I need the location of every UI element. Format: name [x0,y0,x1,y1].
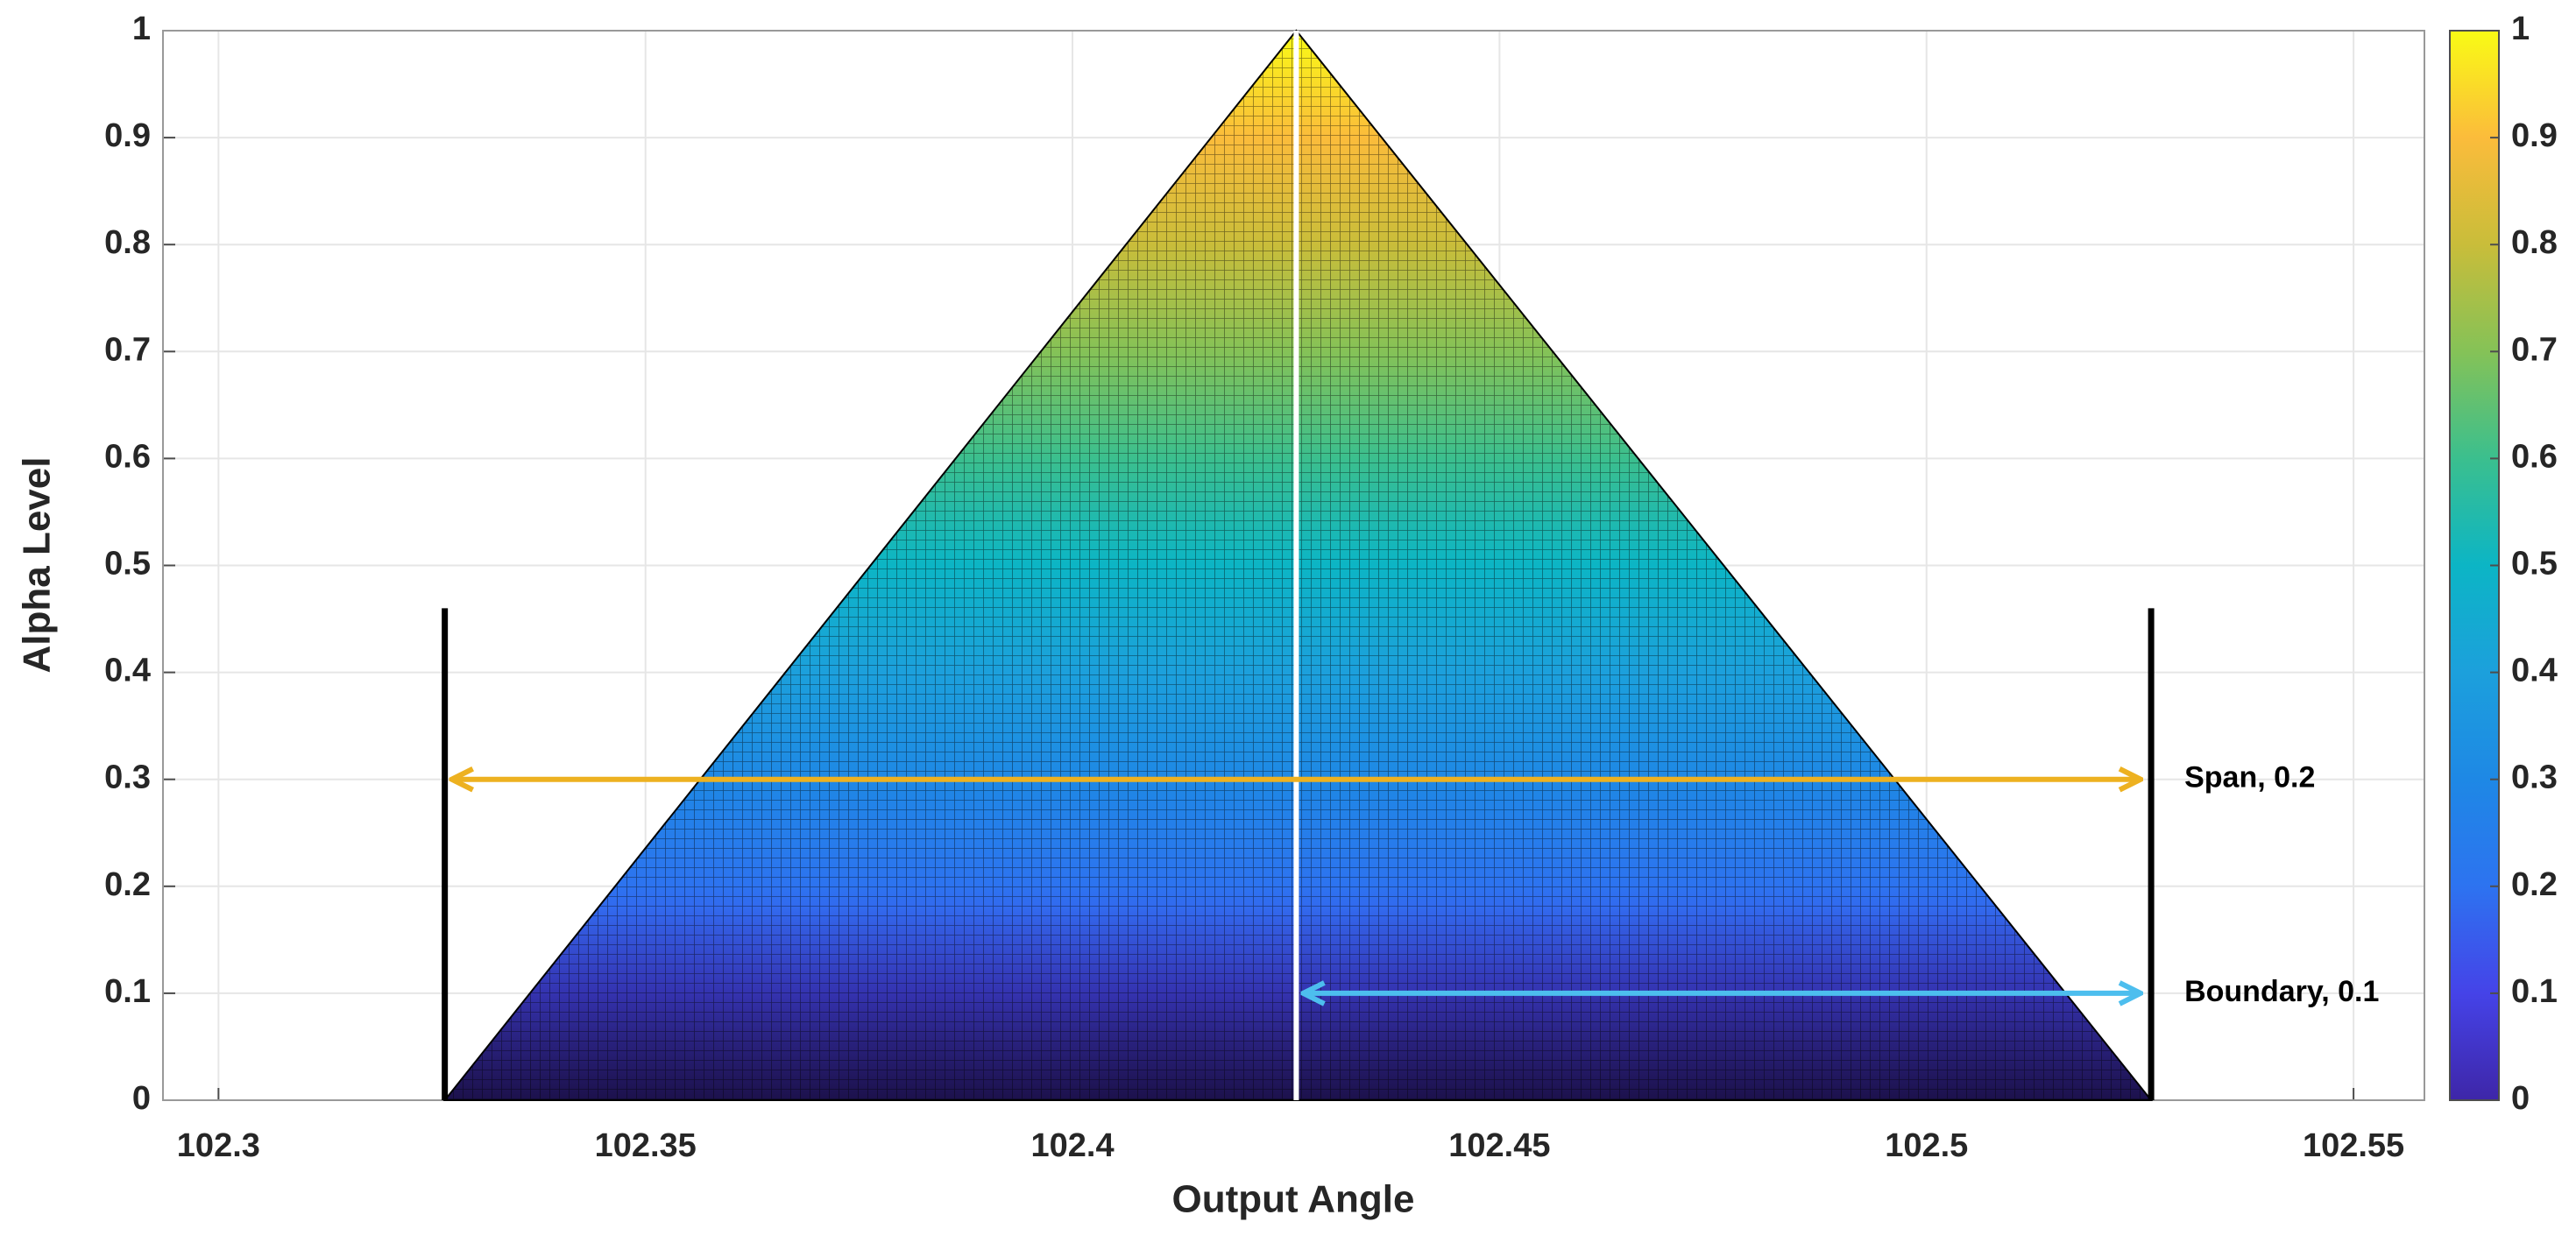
annotation-label: Span, 0.2 [2184,761,2315,794]
y-tick-label: 0.6 [104,438,151,475]
y-tick-label: 0.2 [104,866,151,903]
x-tick-label: 102.45 [1448,1127,1550,1164]
y-tick-label: 0.3 [104,759,151,796]
colorbar-tick-label: 0.6 [2511,438,2558,475]
y-tick-label: 0.1 [104,973,151,1010]
colorbar-tick-label: 1 [2511,11,2530,47]
x-tick-label: 102.55 [2303,1127,2404,1164]
x-tick-label: 102.5 [1885,1127,1968,1164]
y-tick-label: 0.9 [104,117,151,154]
colorbar-tick-label: 0.1 [2511,973,2558,1010]
colorbar-tick-label: 0.7 [2511,331,2558,368]
y-axis-label: Alpha Level [16,457,59,674]
colorbar-tick-label: 0.8 [2511,224,2558,261]
y-tick-label: 0 [132,1080,151,1117]
colorbar-tick-label: 0 [2511,1080,2530,1117]
colorbar-tick-label: 0.2 [2511,866,2558,903]
colorbar-tick-label: 0.4 [2511,653,2558,689]
x-axis-label: Output Angle [1172,1178,1415,1221]
y-tick-label: 0.5 [104,546,151,583]
y-tick-label: 0.4 [104,653,151,689]
x-tick-label: 102.35 [595,1127,697,1164]
y-tick-label: 0.8 [104,224,151,261]
y-tick-label: 1 [132,11,151,47]
x-tick-label: 102.3 [177,1127,260,1164]
colorbar-tick-label: 0.3 [2511,759,2558,796]
colorbar-tick-label: 0.5 [2511,546,2558,583]
x-tick-label: 102.4 [1031,1127,1115,1164]
annotation-label: Boundary, 0.1 [2184,975,2379,1008]
colorbar-tick-label: 0.9 [2511,117,2558,154]
y-tick-label: 0.7 [104,331,151,368]
